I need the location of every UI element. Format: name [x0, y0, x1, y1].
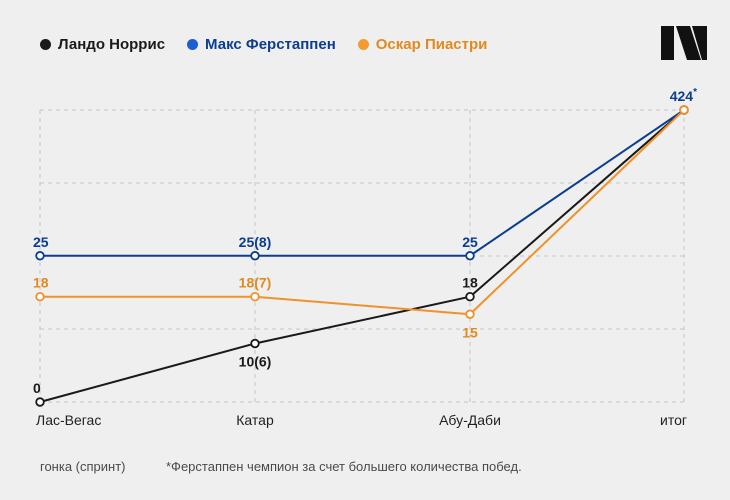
data-label: 10(6) — [239, 354, 272, 370]
legend-label: Макс Ферстаппен — [205, 36, 336, 53]
legend-item-norris: Ландо Норрис — [40, 36, 165, 53]
footnote-champion: *Ферстаппен чемпион за счет большего кол… — [166, 459, 522, 474]
data-point — [679, 105, 689, 115]
data-label: 15 — [462, 324, 478, 340]
x-tick-label: Катар — [236, 412, 274, 428]
data-label: 18(7) — [239, 275, 272, 291]
data-label: 25 — [33, 234, 49, 250]
data-label: 18 — [462, 275, 478, 291]
data-point — [250, 292, 260, 302]
data-label: 0 — [33, 380, 41, 396]
legend-swatch — [40, 39, 51, 50]
data-point — [35, 251, 45, 261]
series-line — [39, 109, 685, 403]
data-point — [250, 338, 260, 349]
data-point — [35, 292, 45, 302]
data-label: 25(8) — [239, 234, 272, 250]
data-point — [35, 397, 45, 407]
legend-swatch — [357, 39, 369, 50]
x-tick-label: Лас-Вегас — [36, 412, 101, 428]
legend-label: Ландо Норрис — [58, 36, 166, 53]
legend-label: Оскар Пиастри — [375, 36, 488, 53]
data-point — [465, 309, 475, 319]
brand-logo-icon — [661, 26, 707, 60]
series-line — [40, 109, 685, 316]
series-line — [40, 109, 685, 257]
x-tick-label: итог — [660, 412, 687, 428]
legend-item-verstappen: Макс Ферстаппен — [187, 36, 336, 53]
data-label: 25 — [462, 234, 478, 250]
data-label: 424* — [670, 87, 697, 104]
legend-item-piastri: Оскар Пиастри — [357, 36, 488, 53]
x-tick-label: Абу-Даби — [439, 412, 501, 428]
legend-swatch — [187, 39, 199, 50]
data-label: 18 — [33, 275, 49, 291]
data-point — [465, 251, 475, 261]
data-point — [250, 251, 260, 261]
legend: Ландо Норрис Макс Ферстаппен Оскар Пиаст… — [40, 36, 487, 53]
data-point — [465, 292, 475, 302]
footnote-race-sprint: гонка (спринт) — [40, 459, 126, 474]
